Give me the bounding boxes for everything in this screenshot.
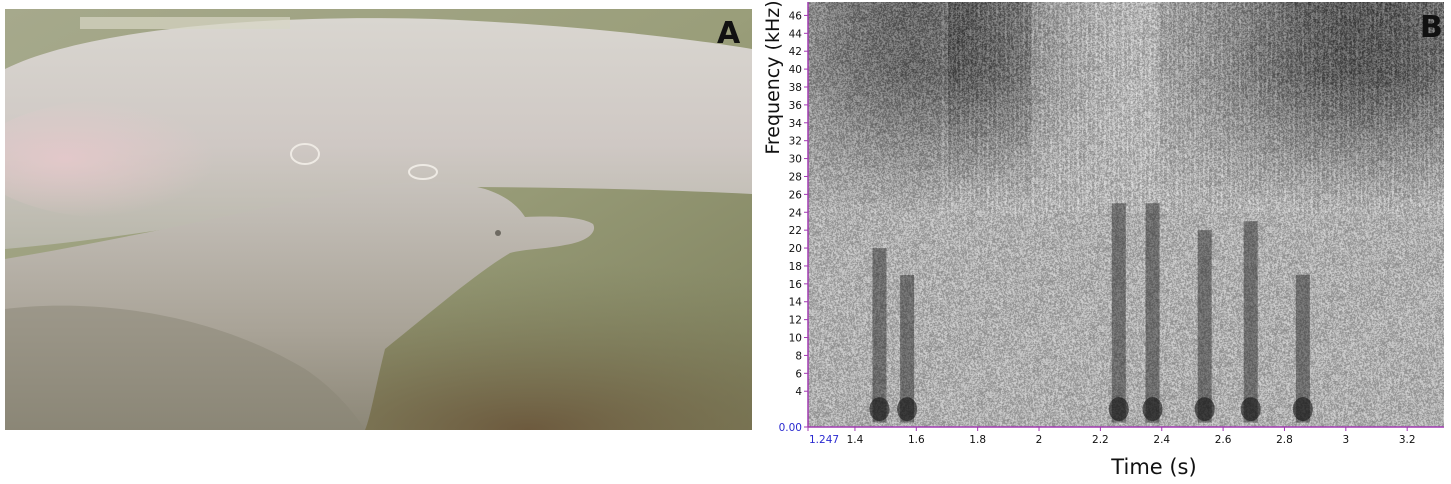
y-tick-label: 6 [795, 368, 802, 380]
x-tick-label: 3 [1342, 434, 1349, 446]
x-tick-label: 1.4 [847, 434, 864, 446]
click-burst-3 [1111, 203, 1126, 423]
click-burst-6 [1243, 221, 1258, 423]
dolphin-photo [5, 9, 752, 430]
x-tick-label: 1.6 [908, 434, 925, 446]
y-tick-label: 42 [789, 46, 802, 58]
x-tick-label: 2 [1036, 434, 1043, 446]
x-tick-label: 1.8 [969, 434, 986, 446]
y-tick-label: 46 [789, 10, 803, 22]
y-tick-label: 16 [789, 279, 803, 291]
click-burst-base-2 [897, 397, 918, 422]
x-tick-label: 2.8 [1276, 434, 1293, 446]
y-tick-label: 30 [789, 154, 802, 166]
y-tick-label: 4 [795, 386, 802, 398]
x-tick-label: 3.2 [1399, 434, 1416, 446]
y-tick-label: 40 [789, 64, 802, 76]
click-burst-4 [1145, 203, 1160, 423]
x-axis-title: Time (s) [1111, 455, 1197, 479]
spectrogram-axes: 0.00468101214161820222426283032343638404… [779, 2, 1444, 446]
y-tick-label: 36 [789, 100, 803, 112]
click-burst-5 [1197, 230, 1212, 423]
y-tick-label: 28 [789, 171, 802, 183]
x-tick-label: 1.247 [809, 434, 839, 446]
click-burst-base-3 [1108, 397, 1129, 422]
y-tick-label: 20 [789, 243, 802, 255]
y-tick-label: 12 [789, 315, 802, 327]
click-burst-base-6 [1240, 397, 1261, 422]
click-burst-base-7 [1292, 397, 1313, 422]
y-tick-label: 34 [789, 118, 803, 130]
y-tick-label: 38 [789, 82, 802, 94]
x-tick-label: 2.2 [1092, 434, 1109, 446]
y-tick-label: 44 [789, 28, 803, 40]
click-burst-base-5 [1194, 397, 1215, 422]
y-tick-label: 26 [789, 189, 803, 201]
y-tick-label: 8 [795, 350, 802, 362]
y-tick-label: 32 [789, 136, 802, 148]
click-burst-base-4 [1142, 397, 1163, 422]
y-tick-label: 10 [789, 333, 802, 345]
x-tick-label: 2.6 [1215, 434, 1232, 446]
panel-label-a: A [717, 16, 741, 51]
click-burst-7 [1295, 274, 1310, 423]
x-tick-label: 2.4 [1153, 434, 1170, 446]
spectrogram-plot [808, 2, 1444, 427]
spectrogram-panel: Frequency (kHz) 0.00 4 6 8 10 12 14 16 18 20 22 24 2… [760, 0, 1451, 484]
spectrogram-image [808, 2, 1444, 427]
y-tick-label: 24 [789, 207, 803, 219]
click-burst-base-1 [869, 397, 890, 422]
y-tick-label: 0.00 [779, 422, 802, 434]
y-tick-label: 18 [789, 261, 802, 273]
y-tick-label: 14 [789, 297, 803, 309]
click-burst-1 [872, 248, 887, 423]
click-burst-2 [900, 274, 915, 423]
y-tick-label: 22 [789, 225, 802, 237]
panel-label-b: B [1420, 10, 1443, 45]
